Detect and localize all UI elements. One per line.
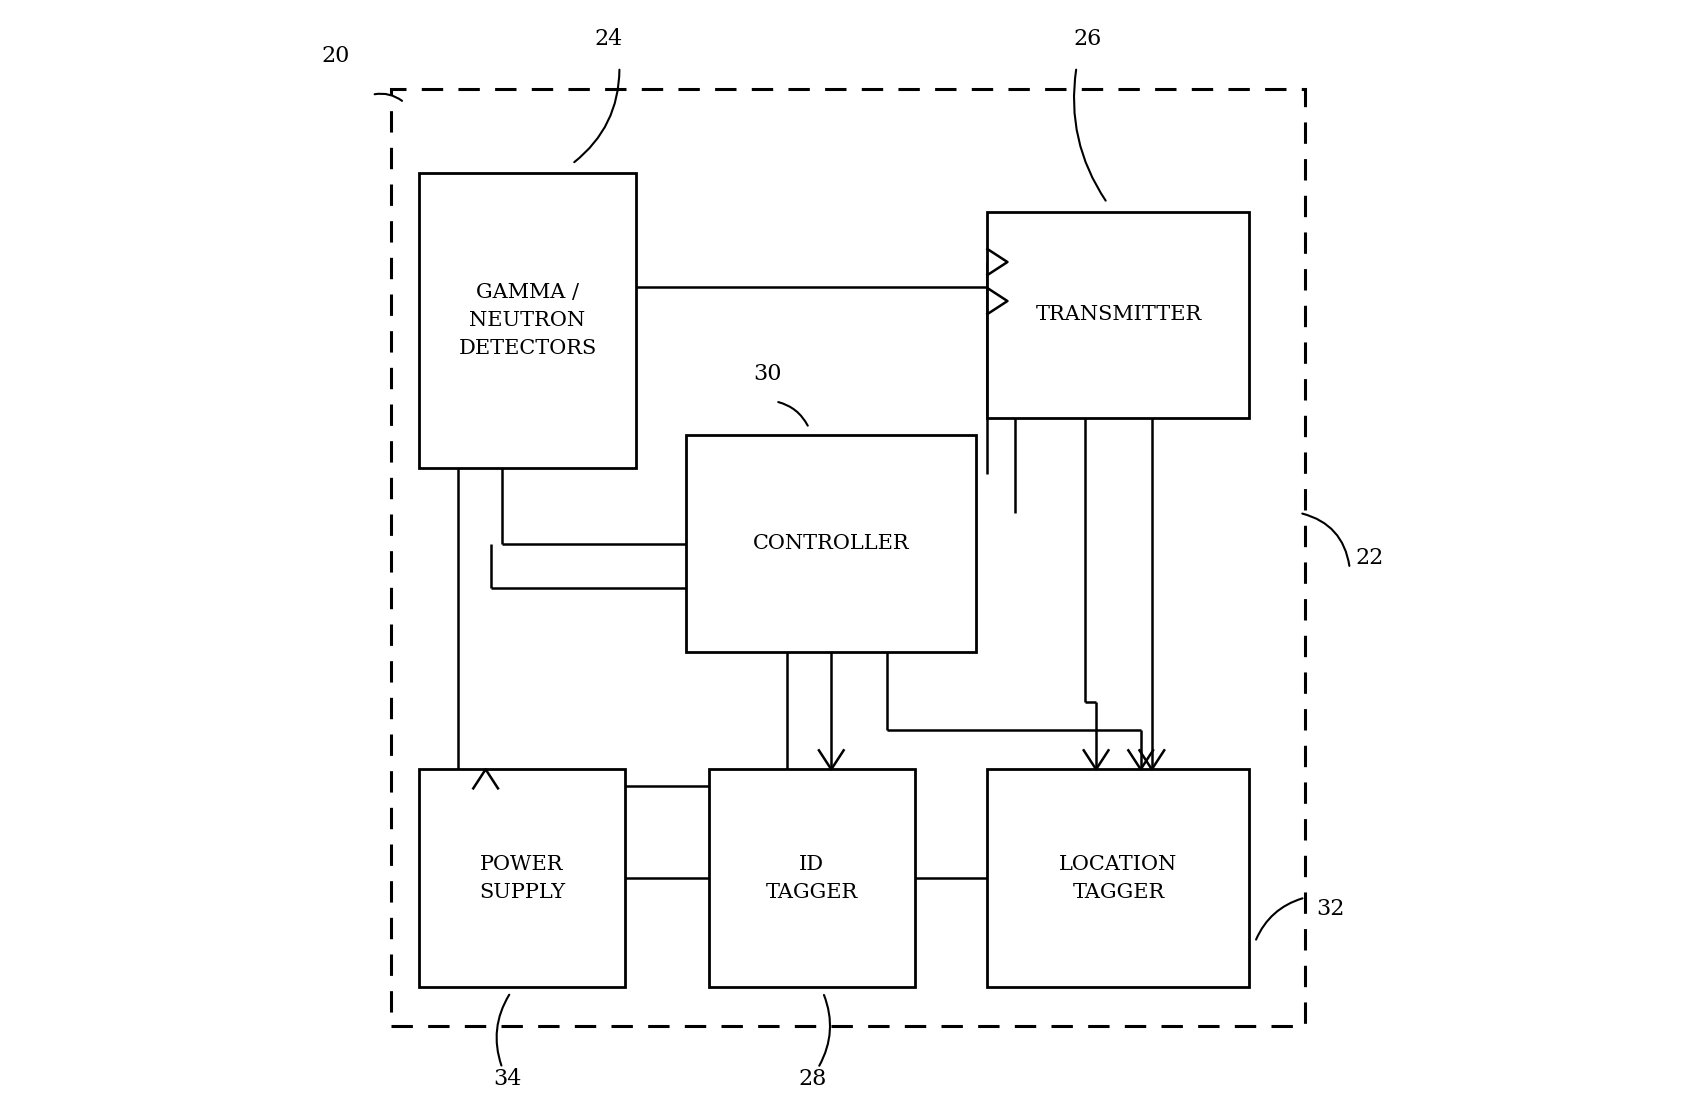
Bar — [390, 89, 1306, 1026]
Text: 34: 34 — [494, 1068, 522, 1090]
Text: POWER
SUPPLY: POWER SUPPLY — [478, 854, 565, 902]
Text: LOCATION
TAGGER: LOCATION TAGGER — [1060, 854, 1177, 902]
Text: 20: 20 — [322, 45, 349, 67]
Bar — [987, 212, 1250, 418]
Text: 32: 32 — [1316, 898, 1345, 920]
Text: 28: 28 — [799, 1068, 826, 1090]
Text: CONTROLLER: CONTROLLER — [753, 534, 909, 553]
Text: ID
TAGGER: ID TAGGER — [765, 854, 858, 902]
Text: 22: 22 — [1355, 546, 1384, 569]
Bar — [987, 769, 1250, 987]
Bar — [687, 435, 977, 652]
Bar — [709, 769, 914, 987]
Bar — [419, 173, 636, 468]
Text: 30: 30 — [753, 362, 782, 385]
Text: 24: 24 — [594, 28, 622, 50]
Bar — [419, 769, 626, 987]
Text: GAMMA /
NEUTRON
DETECTORS: GAMMA / NEUTRON DETECTORS — [458, 283, 597, 358]
Text: TRANSMITTER: TRANSMITTER — [1035, 306, 1201, 324]
Text: 26: 26 — [1074, 28, 1102, 50]
